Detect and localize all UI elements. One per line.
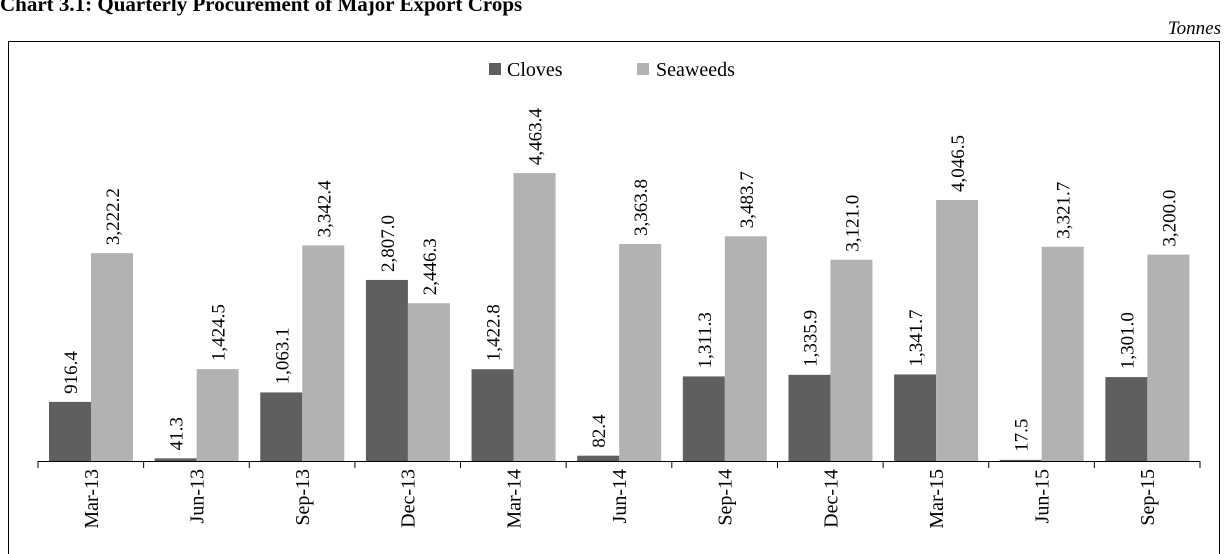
- data-label: 41.3: [167, 417, 188, 450]
- bar: [894, 374, 937, 461]
- data-label: 3,121.0: [842, 195, 863, 252]
- bar: [936, 200, 979, 462]
- data-label: 3,363.8: [631, 179, 652, 236]
- bar: [1041, 246, 1084, 461]
- bar: [49, 401, 91, 461]
- x-tick-label: Dec-13: [398, 469, 420, 528]
- x-axis: Mar-13 Jun-13 Sep-13 Dec-13 Mar-14 Jun-14 Sep-…: [37, 461, 1201, 529]
- bar: [471, 369, 514, 461]
- bar: [91, 253, 133, 461]
- data-label: 17.5: [1012, 419, 1033, 452]
- value-labels: 916.4 3,222.2 41.3 1,424.5 1,063.1 3,342.4 2,8…: [61, 108, 1180, 452]
- x-tick-label: Jun-15: [1032, 469, 1054, 523]
- legend-label: Cloves: [507, 59, 563, 81]
- data-label: 3,222.2: [103, 188, 124, 245]
- data-label: 82.4: [589, 414, 610, 448]
- bar: [1105, 377, 1148, 461]
- x-tick-label: Mar-14: [503, 469, 525, 529]
- legend-swatch: [489, 63, 501, 75]
- data-label: 4,463.4: [526, 108, 547, 166]
- data-label: 4,046.5: [948, 135, 969, 192]
- x-tick-label: Jun-13: [186, 469, 208, 523]
- x-tick-label: Mar-15: [926, 469, 948, 529]
- data-label: 1,335.9: [800, 310, 821, 367]
- bar: [682, 376, 725, 461]
- unit-label: Tonnes: [1167, 18, 1221, 39]
- bar: [365, 279, 408, 461]
- plot-frame: [8, 41, 1220, 554]
- data-label: 1,422.8: [484, 304, 505, 361]
- data-label: 916.4: [61, 351, 82, 394]
- bar: [260, 392, 303, 461]
- legend-label: Seaweeds: [656, 59, 735, 81]
- bar: [1147, 254, 1190, 461]
- bar: [999, 459, 1042, 461]
- bar: [196, 369, 239, 461]
- bar: [302, 245, 345, 461]
- data-label: 3,200.0: [1159, 190, 1180, 247]
- data-label: 3,342.4: [314, 180, 335, 238]
- bar: [154, 458, 197, 461]
- bar: [577, 455, 620, 461]
- data-label: 3,321.7: [1054, 182, 1075, 239]
- bars: [49, 173, 1190, 462]
- legend-swatch: [637, 63, 649, 75]
- x-tick-label: Sep-13: [292, 469, 314, 526]
- bar: [830, 259, 873, 461]
- x-tick-label: Jun-14: [609, 469, 631, 523]
- data-label: 2,446.3: [420, 238, 441, 295]
- x-tick-label: Sep-14: [715, 469, 737, 526]
- x-tick-label: Dec-14: [820, 469, 842, 528]
- data-label: 1,063.1: [272, 327, 293, 384]
- x-tick-label: Mar-13: [81, 469, 103, 529]
- bar: [619, 244, 662, 461]
- data-label: 1,341.7: [906, 309, 927, 366]
- data-label: 1,301.0: [1117, 312, 1138, 369]
- bar: [407, 303, 450, 461]
- legend: Cloves Seaweeds: [489, 59, 735, 81]
- chart-title: Chart 3.1: Quarterly Procurement of Majo…: [0, 0, 523, 16]
- data-label: 1,424.5: [209, 304, 230, 361]
- bar: [788, 374, 831, 461]
- bar: [513, 173, 556, 461]
- data-label: 1,311.3: [695, 312, 716, 368]
- bar: [724, 236, 767, 461]
- data-label: 3,483.7: [737, 171, 758, 228]
- data-label: 2,807.0: [378, 215, 399, 272]
- x-tick-label: Sep-15: [1137, 469, 1159, 526]
